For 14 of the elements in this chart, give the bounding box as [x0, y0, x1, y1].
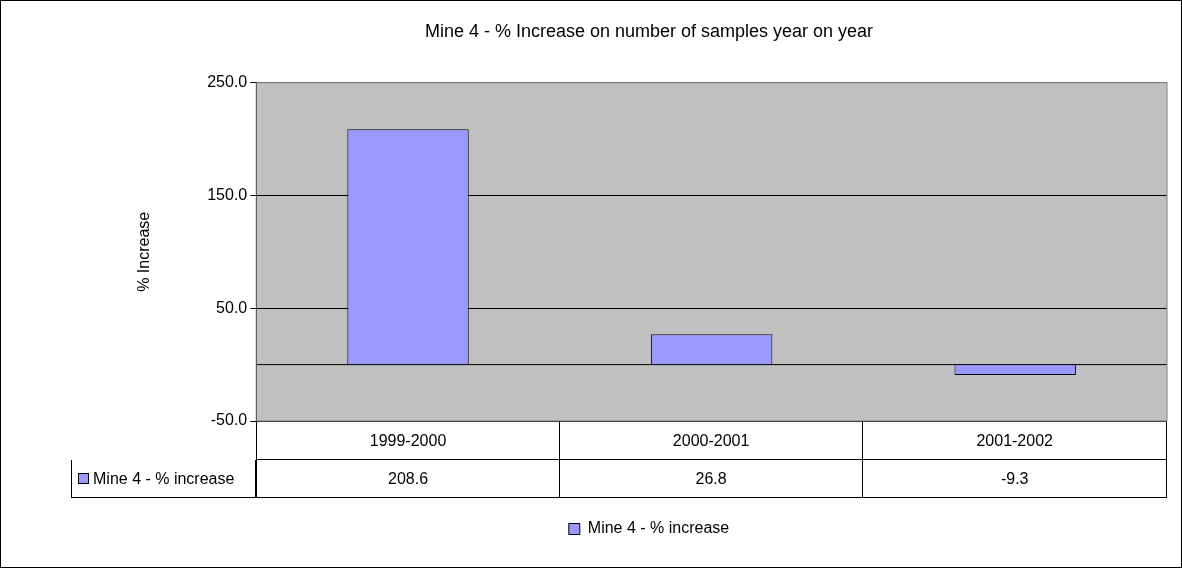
y-tick-label: 50.0 [216, 298, 248, 316]
data-label: 208.6 [256, 460, 560, 498]
data-label: 26.8 [559, 460, 864, 498]
data-label: -9.3 [863, 460, 1167, 498]
legend-label: Mine 4 - % increase [587, 519, 730, 537]
x-tick-label: 2000-2001 [559, 422, 864, 460]
y-tick-label: 150.0 [207, 185, 248, 203]
x-tick-label: 2001-2002 [863, 422, 1167, 460]
y-tick-label: -50.0 [210, 411, 248, 429]
chart-title: Mine 4 - % Increase on number of samples year on year [424, 20, 874, 41]
y-axis-title: % Increase [135, 211, 153, 292]
x-tick-label: 1999-2000 [256, 422, 560, 460]
y-tick-label: 250.0 [207, 73, 248, 91]
text: Mine 4 - % increase [93, 469, 235, 487]
